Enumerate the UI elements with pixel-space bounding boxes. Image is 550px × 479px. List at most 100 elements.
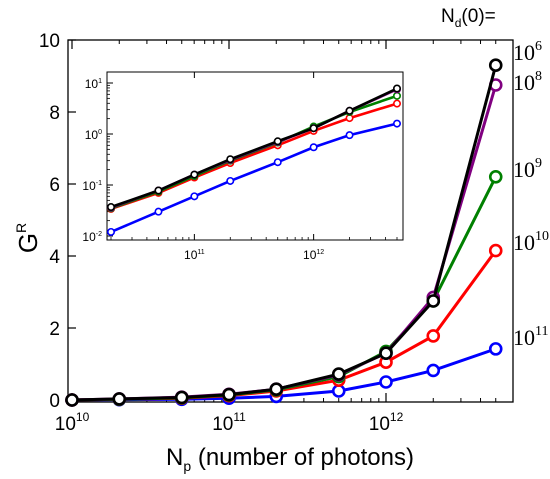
inset-y-tick-label: 10-2 <box>82 230 102 244</box>
inset-data-point <box>273 137 282 146</box>
inset-data-point <box>107 227 116 236</box>
y-tick-label: 10 <box>39 31 60 52</box>
y-axis-label-base: G <box>13 233 43 253</box>
x-axis-label-base: N <box>166 444 183 471</box>
inset-y-tick-label-exp: 1 <box>98 78 102 85</box>
inset-y-tick-label-exp: 0 <box>98 129 102 136</box>
inset-data-point <box>392 91 401 100</box>
inset-data-point <box>392 119 401 128</box>
inset-data-point <box>226 176 235 185</box>
inset-data-point <box>190 170 199 179</box>
series-label: 106 <box>513 39 542 65</box>
inset-data-point <box>345 131 354 140</box>
x-axis-label-rest: (number of photons) <box>191 444 414 471</box>
inset-y-tick-label-exp: -1 <box>96 180 102 187</box>
inset-x-tick-label-exp: 11 <box>197 249 204 256</box>
data-point <box>426 294 441 308</box>
inset-y-tick-label-base: 10 <box>85 77 99 91</box>
inset-data-point <box>309 143 318 152</box>
legend-header-base: N <box>441 6 455 27</box>
data-point <box>269 382 284 397</box>
data-point <box>426 363 441 378</box>
series-label-exp: 9 <box>535 156 542 171</box>
legend-header-rest: (0)= <box>461 6 495 27</box>
inset-x-tick-label: 1012 <box>303 248 324 262</box>
legend-header-sub: d <box>455 16 462 30</box>
series-label-base: 10 <box>513 325 535 350</box>
inset-y-tick-label-base: 10 <box>85 128 99 142</box>
series-label-exp: 11 <box>535 324 548 339</box>
x-tick-label-exp: 11 <box>233 410 246 424</box>
inset-series-line <box>110 122 398 234</box>
inset-y-tick-label: 10-1 <box>82 179 102 193</box>
data-point <box>174 390 189 405</box>
main-plot-frame <box>67 39 514 403</box>
inset-data-point <box>309 124 318 133</box>
x-tick-label-base: 10 <box>212 414 233 435</box>
data-point <box>488 243 503 258</box>
inset-data-point <box>154 207 163 216</box>
y-axis-label-sup: R <box>13 223 29 233</box>
data-point <box>222 387 236 402</box>
x-tick-label-base: 10 <box>369 414 390 435</box>
data-point <box>379 375 393 389</box>
data-point <box>379 346 393 361</box>
data-point <box>65 393 79 407</box>
x-tick-label: 1012 <box>369 410 404 435</box>
series-label-exp: 6 <box>535 39 542 54</box>
data-point <box>331 384 346 398</box>
series-label: 1011 <box>513 324 548 350</box>
inset-data-point <box>392 84 401 93</box>
x-tick-label: 1010 <box>55 410 90 435</box>
y-axis-label: GR <box>13 223 43 253</box>
series-label: 108 <box>513 69 542 95</box>
data-point <box>488 58 503 72</box>
inset-x-tick-label-base: 10 <box>184 248 198 262</box>
inset-y-tick-label-base: 10 <box>82 230 96 244</box>
legend-header: Nd(0)= <box>441 6 496 30</box>
inset-data-point <box>273 158 282 167</box>
series-label-base: 10 <box>513 40 535 65</box>
y-tick-label: 4 <box>49 247 60 268</box>
inset-series-group <box>107 84 401 236</box>
inset-data-point <box>154 186 163 195</box>
series-label-base: 10 <box>513 70 535 95</box>
inset-data-point <box>392 99 401 108</box>
inset-data-point <box>190 192 199 201</box>
inset-y-tick-label-exp: -2 <box>96 231 102 238</box>
x-tick-label-base: 10 <box>55 414 76 435</box>
data-point <box>488 342 503 356</box>
x-tick-label-exp: 12 <box>390 410 404 424</box>
inset-x-tick-label: 1011 <box>184 248 205 262</box>
data-point <box>112 392 127 406</box>
y-tick-label: 2 <box>49 319 60 340</box>
series-label-base: 10 <box>513 157 535 182</box>
inset-x-tick-label-exp: 12 <box>316 249 324 256</box>
x-tick-label-exp: 10 <box>76 410 90 424</box>
main-series-group <box>65 58 503 407</box>
series-label: 109 <box>513 156 542 182</box>
series-label-exp: 10 <box>535 229 549 244</box>
y-tick-label: 0 <box>49 391 60 412</box>
inset-y-tick-label: 100 <box>85 128 102 142</box>
x-axis-label-sub: p <box>183 458 191 474</box>
y-tick-label: 6 <box>49 175 60 196</box>
inset-y-tick-label-base: 10 <box>82 179 96 193</box>
inset-data-point <box>345 106 354 115</box>
series-label: 1010 <box>513 229 549 255</box>
x-axis-label: Np (number of photons) <box>166 444 414 474</box>
data-point <box>488 170 503 184</box>
data-point <box>331 367 346 381</box>
inset-series-line <box>110 87 398 209</box>
x-tick-label: 1011 <box>212 410 246 435</box>
inset-data-point <box>107 203 116 212</box>
y-tick-label: 8 <box>49 103 60 124</box>
inset-data-point <box>226 155 235 164</box>
data-point <box>426 329 441 343</box>
inset-x-tick-label-base: 10 <box>303 248 317 262</box>
series-label-exp: 8 <box>535 69 542 84</box>
